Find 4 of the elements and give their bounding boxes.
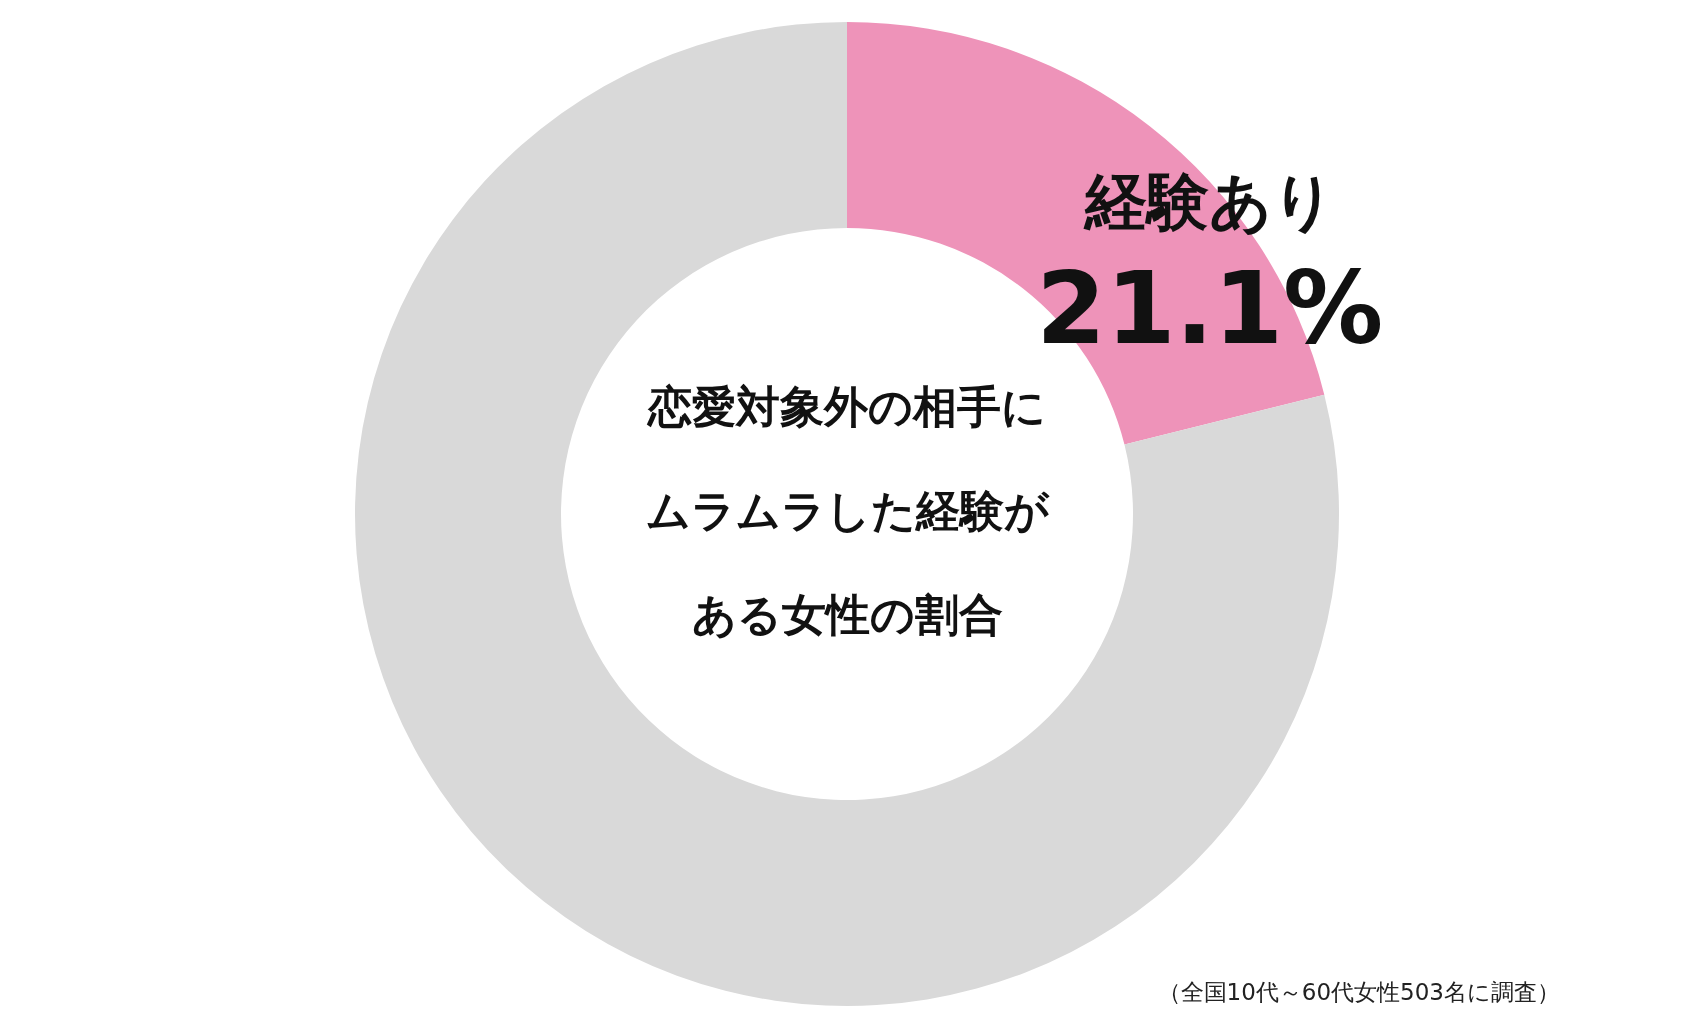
- text: （全国10代～60代女性503名に調査）: [1157, 979, 1560, 1005]
- chart-title: 恋愛対象外の相手にムラムラした経験がある女性の割合: [645, 381, 1049, 640]
- data-label: 21.1%: [1036, 250, 1384, 368]
- slice-label: 経験あり: [1082, 165, 1335, 239]
